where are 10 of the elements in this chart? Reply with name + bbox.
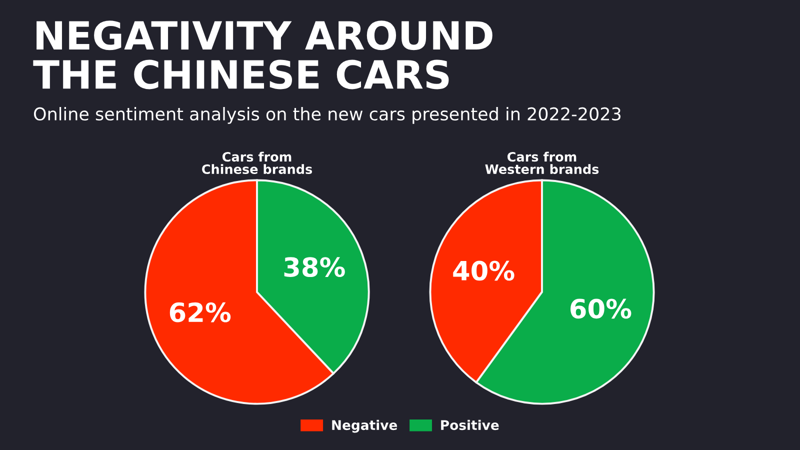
data-label: 38% [284, 257, 345, 278]
text: Online sentiment analysis on the new cars presented in 2022-2023 [34, 107, 621, 124]
legend-label: Negative [332, 420, 398, 433]
text: NEGATIVITY AROUND THE CHINESE CARS [33, 20, 492, 90]
data-label: 60% [570, 298, 632, 319]
data-label: 62% [170, 302, 231, 322]
chart-title: Cars from Chinese brands [202, 152, 312, 174]
data-label: 40% [453, 260, 514, 281]
chart-title: Cars from Western brands [485, 152, 599, 174]
legend-label: Positive [441, 420, 499, 430]
